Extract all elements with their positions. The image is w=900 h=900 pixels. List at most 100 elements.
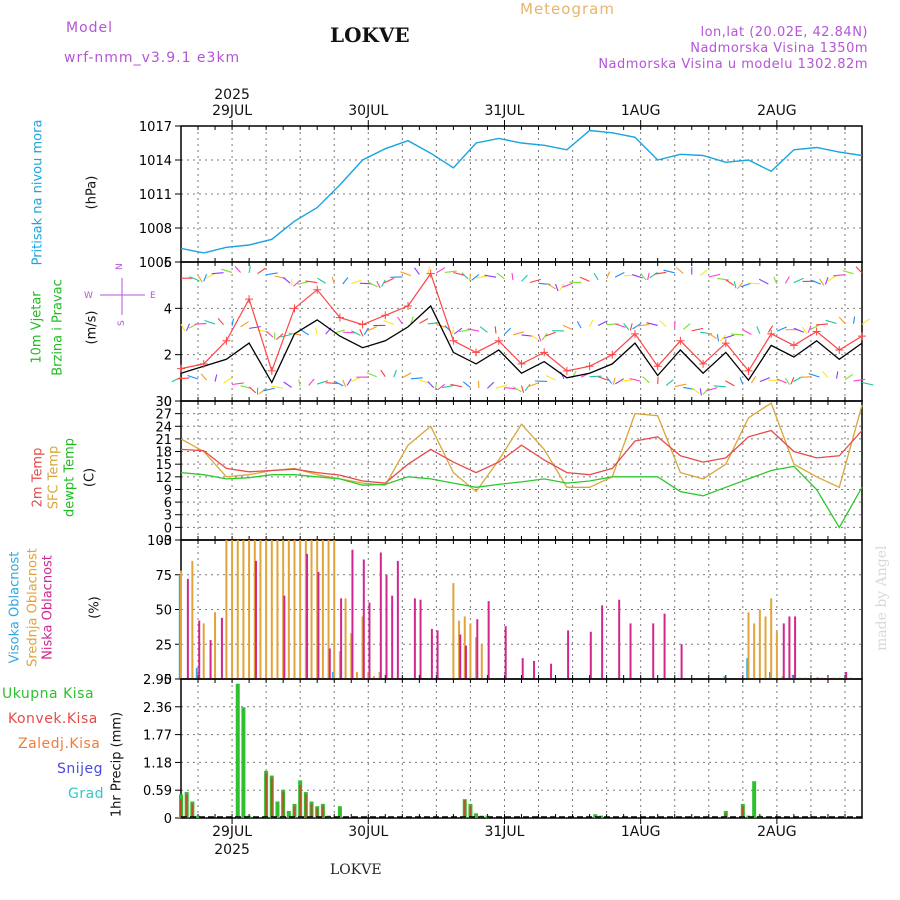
wind-direction-arrow	[204, 319, 216, 325]
wind-direction-arrow	[419, 318, 429, 324]
wind-direction-arrow	[861, 381, 874, 386]
wind-direction-arrow	[784, 377, 791, 385]
legend-freezing-rain: Zaledj.Kisa	[18, 736, 101, 752]
station-title: LOKVE	[330, 23, 410, 47]
wind-gust-marker	[290, 304, 299, 313]
precip-total-bar	[196, 815, 201, 818]
wind-direction-arrow	[861, 318, 871, 325]
top-day-label: 30JUL	[348, 103, 388, 119]
top-day-label: 2AUG	[757, 103, 797, 119]
wind-direction-arrow	[654, 271, 667, 275]
wind-direction-arrow	[400, 271, 412, 277]
precip-total-bar	[275, 801, 280, 818]
wind-direction-arrow	[240, 321, 249, 328]
wind-direction-arrow	[346, 378, 352, 386]
wind-direction-arrow	[504, 327, 512, 335]
y-tick-label: 0	[164, 521, 172, 536]
y-tick-label: 100	[147, 534, 172, 549]
precip-total-bar	[752, 781, 757, 818]
model-label: Model	[66, 20, 114, 36]
wind-direction-arrow	[232, 382, 244, 386]
wind-direction-arrow	[739, 377, 744, 385]
top-year-label: 2025	[214, 87, 250, 103]
wind-direction-arrow	[597, 320, 608, 327]
model-name: wrf-nmm_v3.9.1 e3km	[64, 50, 241, 66]
precip-convective-bar	[265, 773, 268, 818]
precip-convective-bar	[741, 806, 744, 818]
wind-direction-arrow	[298, 379, 301, 387]
wind-direction-arrow	[297, 280, 309, 285]
legend-snow: Snijeg	[57, 761, 104, 777]
bottom-year-label: 2025	[214, 842, 250, 858]
wind-direction-arrow	[614, 272, 625, 278]
y-tick-label: 21	[155, 433, 172, 448]
wind-direction-arrow	[555, 283, 559, 292]
wind-direction-arrow	[562, 282, 573, 288]
wind-direction-arrow	[471, 274, 480, 281]
y-tick-label: -3	[159, 534, 172, 549]
y-tick-label: 1.77	[143, 729, 172, 744]
wind-direction-arrow	[589, 375, 602, 378]
y-tick-label: 2	[164, 349, 172, 364]
wind-gust-marker	[267, 366, 276, 375]
wind-direction-arrow	[475, 275, 488, 279]
wind-direction-arrow	[659, 320, 667, 328]
wind-gust-marker	[335, 313, 344, 322]
wind-direction-arrow	[725, 279, 735, 286]
wind-direction-arrow	[205, 272, 216, 279]
legend-total-rain: Ukupna Kisa	[2, 686, 95, 702]
y-tick-label: 1005	[139, 256, 172, 271]
wind-gust-marker	[585, 362, 594, 371]
wind-direction-arrow	[194, 322, 207, 325]
wind-direction-arrow	[462, 381, 471, 388]
compass-s: S	[117, 320, 127, 326]
wind-direction-arrow	[444, 270, 457, 274]
wind-direction-arrow	[479, 326, 488, 333]
wind-direction-arrow	[623, 323, 630, 331]
wind-direction-arrow	[824, 277, 829, 285]
wind-gust-marker	[676, 336, 685, 345]
wind-direction-arrow	[349, 377, 360, 383]
lonlat: lon,lat (20.02E, 42.84N)	[700, 25, 868, 40]
wind-gust-marker	[562, 366, 571, 375]
wind-direction-arrow	[682, 323, 691, 330]
wind-gust-marker	[858, 332, 866, 341]
bottom-day-label: 31JUL	[484, 824, 524, 840]
wind-direction-arrow	[383, 319, 395, 325]
wind-direction-arrow	[546, 283, 556, 290]
wind-direction-arrow	[436, 324, 448, 329]
wind-direction-arrow	[719, 334, 727, 342]
wind-direction-arrow	[331, 276, 335, 285]
y-tick-label: 0	[164, 812, 172, 827]
precip-convective-bar	[321, 806, 324, 818]
temp-2m-line	[180, 429, 863, 484]
wind-direction-arrow	[733, 281, 737, 289]
wind-direction-arrow	[559, 283, 565, 291]
wind-direction-arrow	[458, 329, 471, 333]
wind-direction-arrow	[521, 274, 528, 282]
footer-station: LOKVE	[330, 862, 382, 878]
precip-convective-bar	[270, 777, 273, 818]
wind-gust-marker	[699, 359, 708, 368]
wind-direction-arrow	[333, 380, 344, 387]
wind-direction-arrow	[314, 327, 318, 335]
wind-direction-arrow	[702, 387, 710, 395]
wind-direction-arrow	[266, 272, 278, 276]
wind-direction-arrow	[642, 376, 650, 384]
compass-cross	[100, 278, 145, 315]
wind-direction-arrow	[189, 276, 200, 282]
wind-direction-arrow	[810, 279, 822, 285]
wind-direction-arrow	[185, 323, 191, 331]
wind-direction-arrow	[441, 385, 454, 389]
wind-direction-arrow	[855, 266, 863, 274]
wind-direction-arrow	[384, 277, 395, 284]
wind-gust-marker	[313, 285, 322, 294]
wind-direction-arrow	[646, 322, 658, 326]
wind-direction-arrow	[674, 383, 687, 388]
wind-direction-arrow	[708, 273, 721, 278]
wind-direction-arrow	[614, 323, 626, 328]
wind-direction-arrow	[342, 331, 355, 334]
wind-direction-arrow	[494, 326, 497, 334]
wind-direction-arrow	[197, 275, 203, 283]
wind-direction-arrow	[835, 371, 839, 379]
